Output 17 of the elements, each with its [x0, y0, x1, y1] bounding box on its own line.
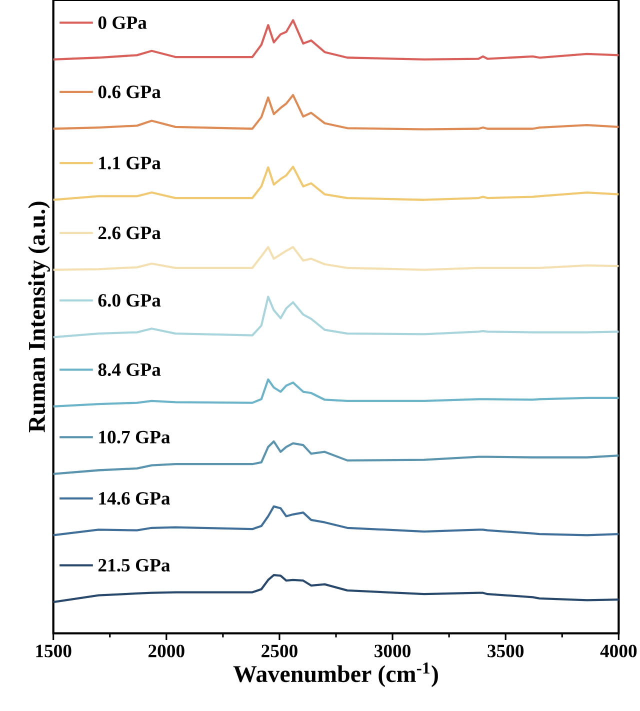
x-tick-label: 3500 [488, 644, 524, 658]
legend-label: 2.6 GPa [98, 226, 161, 240]
x-tick-label: 3000 [374, 644, 410, 658]
legend-label: 0 GPa [98, 16, 147, 29]
legend-label: 8.4 GPa [98, 363, 161, 376]
legend-label: 6.0 GPa [98, 294, 161, 307]
legend-label: 0.6 GPa [98, 86, 161, 98]
legend-label: 21.5 GPa [98, 558, 170, 572]
x-tick-label: 2000 [148, 644, 184, 658]
x-tick-label: 4000 [600, 644, 637, 658]
y-axis-title: Ruman Intensity (a.u.) [28, 202, 50, 432]
legend-label: 14.6 GPa [99, 492, 170, 505]
x-tick-label: 2500 [262, 644, 298, 658]
legend-label: 1.1 GPa [99, 156, 161, 170]
legend-label: 10.7 GPa [99, 430, 170, 444]
x-tick-label: 1500 [36, 644, 72, 658]
x-axis-title: Wavenumber (cm$^{-1}$) [233, 662, 438, 688]
